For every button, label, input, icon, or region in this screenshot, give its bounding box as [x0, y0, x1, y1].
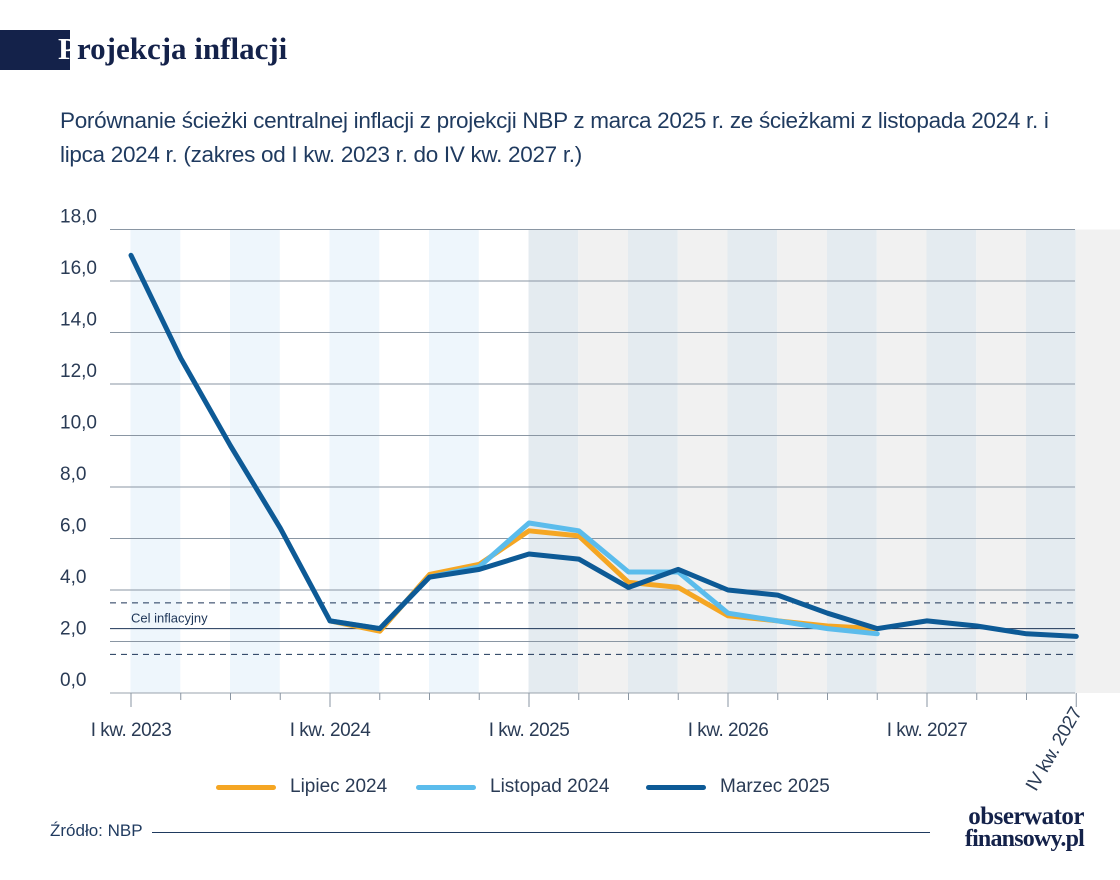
y-tick-label-1: 2,0 — [60, 619, 86, 640]
title-accent-block — [0, 30, 70, 70]
legend-label-listopad: Listopad 2024 — [490, 776, 610, 797]
logo-line2: finansowy.pl — [964, 826, 1085, 852]
y-tick-label-7: 14,0 — [60, 310, 97, 331]
legend-item-listopad: Listopad 2024 — [416, 776, 609, 798]
quarter-band-17 — [976, 229, 1026, 693]
quarter-band-19 — [1075, 229, 1120, 693]
quarter-band-15 — [876, 229, 927, 693]
quarter-band-16 — [926, 229, 977, 693]
quarter-band-18 — [1026, 229, 1076, 693]
x-tick-label-1: I kw. 2024 — [290, 720, 371, 741]
legend-swatch-lipiec — [216, 784, 276, 790]
legend-item-lipiec: Lipiec 2024 — [216, 776, 387, 798]
legend-swatch-listopad — [416, 784, 476, 790]
quarter-band-9 — [578, 229, 628, 693]
page-title: Projekcja inflacji — [58, 31, 287, 67]
legend-item-marzec: Marzec 2025 — [646, 776, 830, 798]
source-note: Źródło: NBP — [50, 821, 143, 840]
x-tick-label-last: IV kw. 2027 — [1022, 704, 1087, 795]
target-label: Cel inflacyjny — [131, 611, 208, 626]
quarter-band-13 — [777, 229, 827, 693]
y-tick-label-8: 16,0 — [60, 258, 97, 279]
logo-line1: obserwator — [968, 803, 1084, 830]
title-first-letter: P — [58, 31, 77, 66]
quarter-band-11 — [677, 229, 728, 693]
y-tick-label-5: 10,0 — [60, 413, 97, 434]
y-tick-label-4: 8,0 — [60, 464, 86, 485]
quarter-band-14 — [827, 229, 877, 693]
quarter-band-10 — [628, 229, 678, 693]
quarter-band-8 — [528, 229, 579, 693]
y-tick-label-9: 18,0 — [60, 207, 97, 228]
x-tick-label-4: I kw. 2027 — [887, 720, 968, 741]
quarter-band-6 — [429, 229, 479, 693]
y-tick-label-3: 6,0 — [60, 516, 86, 537]
y-tick-label-0: 0,0 — [60, 670, 86, 691]
series-line-marzec-2025 — [128, 252, 1079, 639]
legend-label-marzec: Marzec 2025 — [720, 776, 830, 797]
title-bar: Projekcja inflacji — [0, 30, 1120, 70]
quarter-band-4 — [329, 229, 380, 693]
legend-swatch-marzec — [646, 784, 706, 790]
y-tick-label-2: 4,0 — [60, 567, 86, 588]
x-tick-label-0: I kw. 2023 — [91, 720, 172, 741]
x-tick-label-2: I kw. 2025 — [489, 720, 570, 741]
chart-subtitle: Porównanie ścieżki centralnej inflacji z… — [60, 108, 1049, 167]
x-tick-label-3: I kw. 2026 — [688, 720, 769, 741]
quarter-band-12 — [727, 229, 778, 693]
legend-label-lipiec: Lipiec 2024 — [290, 776, 388, 797]
y-tick-label-6: 12,0 — [60, 361, 97, 382]
publisher-logo: obserwator finansowy.pl — [944, 803, 1085, 852]
title-rest: rojekcja inflacji — [76, 31, 288, 66]
source-divider — [152, 832, 930, 833]
